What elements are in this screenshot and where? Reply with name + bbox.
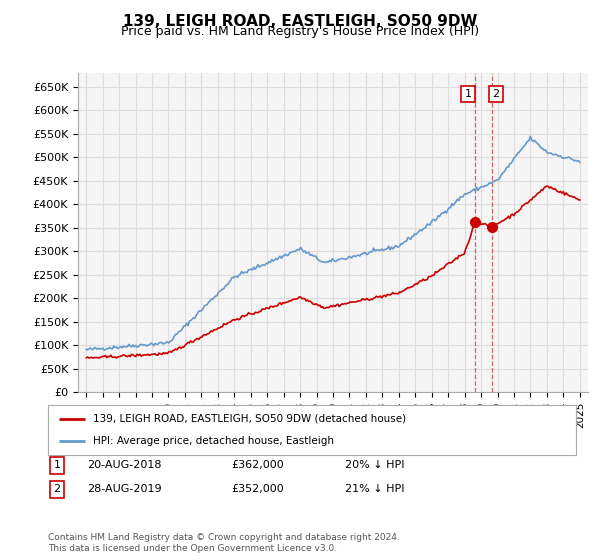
Text: Price paid vs. HM Land Registry's House Price Index (HPI): Price paid vs. HM Land Registry's House … bbox=[121, 25, 479, 38]
Text: 1: 1 bbox=[53, 460, 61, 470]
Text: 2: 2 bbox=[493, 89, 499, 99]
Text: 1: 1 bbox=[464, 89, 472, 99]
Text: Contains HM Land Registry data © Crown copyright and database right 2024.
This d: Contains HM Land Registry data © Crown c… bbox=[48, 533, 400, 553]
Text: 20-AUG-2018: 20-AUG-2018 bbox=[87, 460, 161, 470]
Text: 139, LEIGH ROAD, EASTLEIGH, SO50 9DW (detached house): 139, LEIGH ROAD, EASTLEIGH, SO50 9DW (de… bbox=[93, 414, 406, 424]
Text: HPI: Average price, detached house, Eastleigh: HPI: Average price, detached house, East… bbox=[93, 436, 334, 446]
Text: 2: 2 bbox=[53, 484, 61, 494]
Text: £352,000: £352,000 bbox=[231, 484, 284, 494]
Text: 21% ↓ HPI: 21% ↓ HPI bbox=[345, 484, 404, 494]
Text: 28-AUG-2019: 28-AUG-2019 bbox=[87, 484, 161, 494]
Text: £362,000: £362,000 bbox=[231, 460, 284, 470]
Text: 139, LEIGH ROAD, EASTLEIGH, SO50 9DW: 139, LEIGH ROAD, EASTLEIGH, SO50 9DW bbox=[123, 14, 477, 29]
Text: 20% ↓ HPI: 20% ↓ HPI bbox=[345, 460, 404, 470]
